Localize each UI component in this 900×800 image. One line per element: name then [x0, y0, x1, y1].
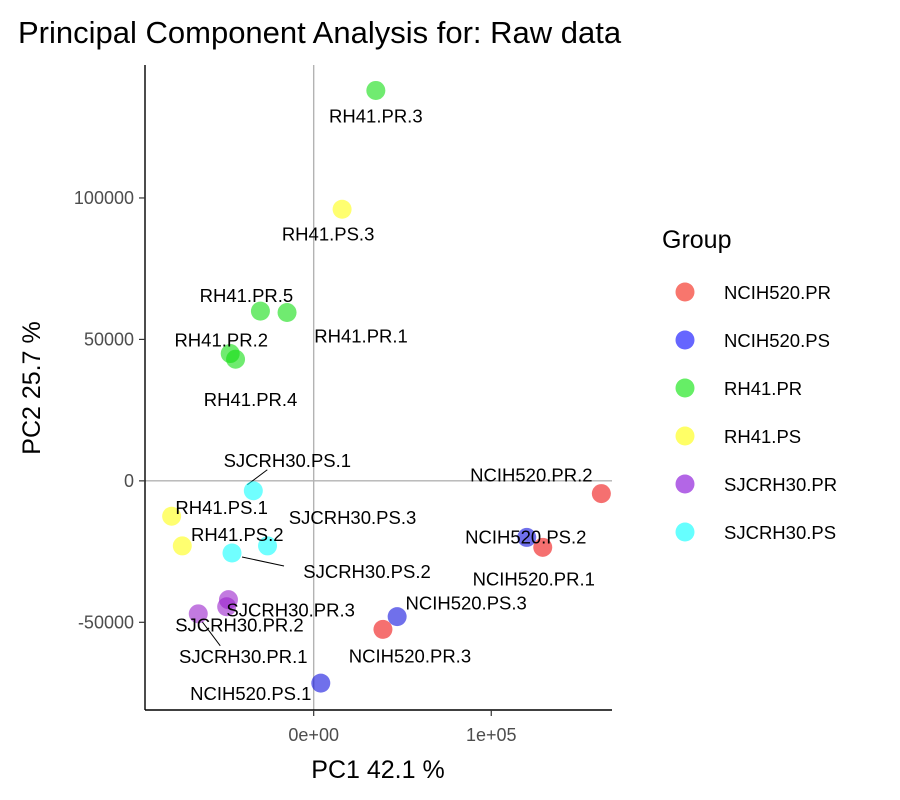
point-label: SJCRH30.PR.3 [226, 600, 355, 621]
point-labels: RH41.PR.3 RH41.PS.3 RH41.PR.5 RH41.PR.1 RH41… [174, 105, 594, 704]
data-point [226, 349, 246, 369]
label-leader-line [201, 621, 221, 647]
data-point [258, 536, 278, 556]
point-label: RH41.PS.3 [282, 223, 375, 244]
data-point [373, 619, 393, 639]
data-point [533, 537, 553, 557]
data-point [311, 673, 331, 693]
y-axis-title: PC2 25.7 % [18, 321, 46, 454]
data-point [591, 484, 611, 504]
point-label: RH41.PR.1 [314, 326, 408, 347]
data-point [277, 303, 297, 323]
legend-key [675, 522, 695, 542]
data-point [188, 604, 208, 624]
legend-key [675, 330, 695, 350]
point-label: NCIH520.PS.1 [190, 683, 311, 704]
point-label: SJCRH30.PR.1 [179, 646, 308, 667]
data-point [387, 607, 407, 627]
x-axis-title: PC1 42.1 % [311, 756, 444, 784]
legend-key [675, 282, 695, 302]
point-label: SJCRH30.PS.2 [303, 561, 431, 582]
y-tick-label: 100000 [74, 188, 134, 208]
point-label: NCIH520.PS.3 [405, 593, 526, 614]
y-tick-label: 50000 [84, 329, 134, 349]
point-label: NCIH520.PS.2 [465, 526, 586, 547]
data-points [162, 80, 611, 693]
legend-items: NCIH520.PR NCIH520.PS RH41.PR RH41.PS SJCRH3… [675, 282, 837, 543]
point-label: RH41.PR.5 [200, 285, 294, 306]
legend-label: RH41.PS [724, 426, 801, 447]
legend-key [675, 426, 695, 446]
data-point [243, 481, 263, 501]
legend-label: SJCRH30.PR [724, 474, 837, 495]
point-label: SJCRH30.PS.1 [224, 450, 352, 471]
legend-label: NCIH520.PS [724, 330, 830, 351]
data-point [162, 506, 182, 526]
data-point [217, 597, 237, 617]
point-label: NCIH520.PR.1 [473, 568, 595, 589]
point-label: RH41.PR.3 [329, 105, 423, 126]
point-label: SJCRH30.PR.2 [175, 615, 304, 636]
legend-key [675, 378, 695, 398]
reference-lines [145, 65, 612, 710]
point-label: RH41.PR.4 [204, 389, 298, 410]
point-label: NCIH520.PR.3 [349, 645, 471, 666]
y-tick-label: -50000 [78, 612, 134, 632]
data-point [517, 527, 537, 547]
x-tick-label: 0e+00 [288, 725, 339, 745]
point-label: SJCRH30.PS.3 [289, 507, 417, 528]
data-point [250, 301, 270, 321]
point-label: RH41.PS.2 [191, 524, 284, 545]
x-tick-label: 1e+05 [466, 725, 517, 745]
y-tick-label: 0 [124, 471, 134, 491]
axis-ticks: -50000 0 50000 100000 0e+00 1e+05 [74, 188, 517, 745]
data-point [366, 80, 386, 100]
point-label: NCIH520.PR.2 [470, 465, 592, 486]
data-point [172, 536, 192, 556]
label-leader-line [241, 556, 285, 567]
chart-title: Principal Component Analysis for: Raw da… [18, 15, 622, 50]
point-label: RH41.PR.2 [174, 330, 268, 351]
legend-key [675, 474, 695, 494]
point-label: RH41.PS.1 [175, 497, 268, 518]
data-point [332, 199, 352, 219]
legend-label: SJCRH30.PS [724, 522, 836, 543]
legend-label: RH41.PR [724, 378, 802, 399]
data-point [222, 543, 242, 563]
legend-label: NCIH520.PR [724, 282, 831, 303]
legend-title: Group [662, 226, 731, 254]
legend: Group NCIH520.PR NCIH520.PS RH41.PR RH41.PS… [662, 226, 837, 543]
